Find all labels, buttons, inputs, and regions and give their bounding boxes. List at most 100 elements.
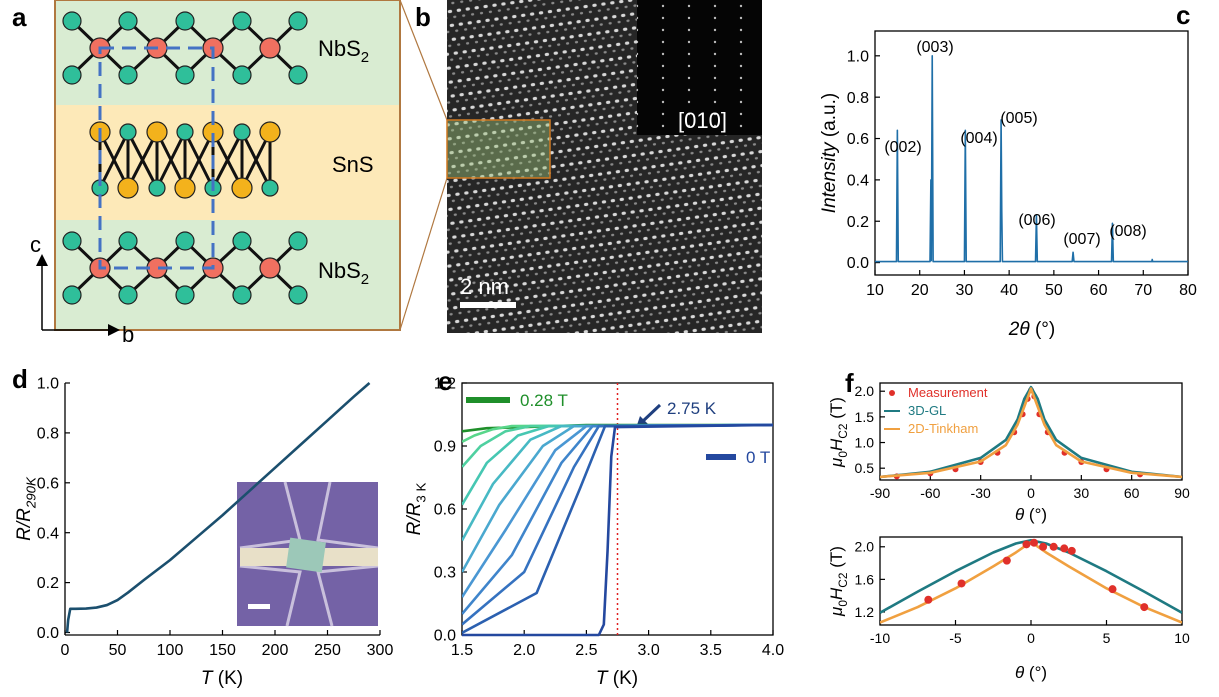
legend-label: 0 T (746, 448, 770, 467)
unit-cell (98, 46, 215, 270)
atom (259, 37, 281, 59)
peak-label: (008) (1109, 223, 1146, 240)
data-line (462, 423, 773, 468)
atoms (62, 11, 308, 305)
data-point (1140, 603, 1149, 612)
label-text: (K) (213, 668, 244, 689)
x-tick-label: 3.0 (637, 642, 659, 659)
x-tick-label: 2.0 (513, 642, 535, 659)
x-tick-label: 1.5 (451, 642, 473, 659)
x-tick-label: -30 (971, 485, 991, 501)
axis-label: μ0HC2 (T) (827, 546, 850, 617)
y-tick-label: 0.5 (855, 460, 875, 476)
atom (259, 121, 281, 143)
x-tick-label: 0 (1027, 485, 1035, 501)
arrow-head (108, 324, 120, 336)
x-tick-label: 60 (1124, 485, 1140, 501)
x-tick-label: 150 (209, 642, 236, 659)
label-text: μ (827, 606, 846, 617)
label-text: θ (1015, 505, 1025, 524)
annotation: 2.75 K (667, 399, 717, 418)
axis-label: R/R3 K (404, 483, 429, 536)
legend-label: Measurement (908, 385, 988, 400)
y-tick-label: 0.9 (434, 439, 456, 456)
plot-frame (874, 30, 1189, 276)
atom (288, 65, 308, 85)
atom (62, 285, 82, 305)
scale-bar-label: 2 nm (460, 274, 509, 299)
plot-frame (879, 536, 1183, 626)
data-point (1002, 556, 1011, 565)
layer-label: SnS (332, 152, 374, 177)
peak-label: (006) (1018, 212, 1055, 229)
y-tick-label: 2.0 (855, 383, 875, 399)
data-line (880, 385, 1182, 479)
axis-label: μ0HC2 (T) (827, 397, 850, 468)
data-point (1060, 544, 1069, 553)
layer-bottom (55, 220, 400, 330)
layer-label-sub: 2 (361, 49, 369, 66)
x-tick-label: 100 (157, 642, 184, 659)
y-tick-label: 0.8 (37, 426, 59, 443)
label-text: T (201, 668, 214, 689)
atom (118, 285, 138, 305)
layer-label: NbS2 (318, 36, 369, 66)
axis-name: c (30, 232, 41, 257)
atom (261, 179, 279, 197)
data-line (462, 423, 773, 598)
panel-label: a (12, 2, 27, 32)
x-tick-label: 50 (109, 642, 127, 659)
atom (232, 11, 252, 31)
x-tick-label: -90 (870, 485, 890, 501)
x-tick-label: 60 (1090, 282, 1108, 299)
layer-label-text: NbS (318, 258, 361, 283)
axis-label: Intensity (a.u.) (819, 93, 840, 213)
atom (175, 11, 195, 31)
panel-label: e (438, 366, 452, 396)
axis-label: θ (°) (1015, 505, 1047, 524)
x-tick-label: 50 (1045, 282, 1063, 299)
plot-frame (879, 382, 1183, 481)
panel-label: b (415, 2, 431, 32)
atom (118, 11, 138, 31)
label-text: H (827, 587, 846, 600)
label-text: (°) (1024, 505, 1047, 524)
legend-label: 3D-GL (908, 403, 946, 418)
x-tick-label: 90 (1174, 485, 1190, 501)
peak-label: (007) (1063, 231, 1100, 248)
label-sub: 290K (24, 476, 39, 509)
atom (232, 231, 252, 251)
axis-label: T (K) (201, 668, 243, 689)
legend-swatch (889, 390, 895, 396)
label-text: R/R (14, 508, 35, 541)
data-line (880, 387, 1182, 479)
structure-diagram: NbS2 SnS NbS2 c b (30, 0, 448, 347)
arrow-head (36, 254, 48, 266)
highlight-box (446, 119, 551, 179)
x-tick-label: 10 (866, 282, 884, 299)
label-text: (a.u.) (819, 93, 840, 143)
inset-scale-bar (248, 604, 270, 609)
peak-label: (004) (960, 130, 997, 147)
x-tick-label: 80 (1179, 282, 1197, 299)
legend-label: 2D-Tinkham (908, 421, 978, 436)
y-tick-label: 1.2 (434, 376, 456, 393)
label-text: R/R (404, 502, 425, 535)
label-sub: 0 (836, 600, 850, 607)
diagram-frame (54, 0, 401, 331)
data-point (1108, 585, 1117, 594)
atom (62, 65, 82, 85)
atom (231, 177, 253, 199)
axis-name: b (122, 322, 134, 347)
y-tick-label: 1.2 (855, 604, 875, 620)
data-point (1049, 542, 1058, 551)
atom (232, 285, 252, 305)
atom (175, 231, 195, 251)
x-tick-label: 250 (314, 642, 341, 659)
layer-label: NbS2 (318, 258, 369, 288)
y-tick-label: 1.6 (855, 571, 875, 587)
data-point (957, 579, 966, 588)
label-sub: C2 (836, 423, 850, 439)
